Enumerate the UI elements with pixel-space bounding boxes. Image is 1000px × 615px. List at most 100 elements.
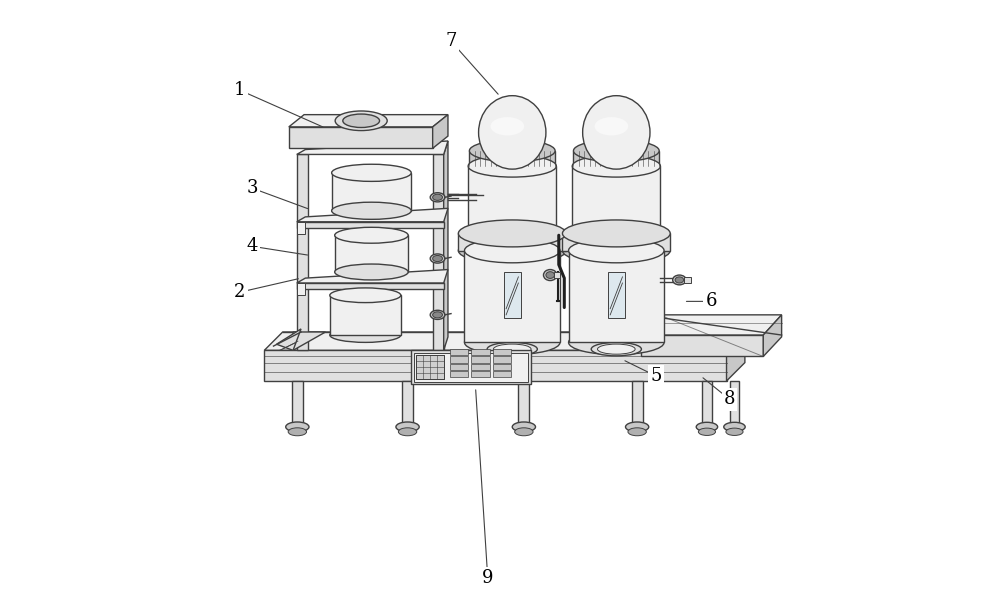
Polygon shape [458, 234, 566, 250]
Ellipse shape [332, 164, 411, 181]
Text: 1: 1 [234, 81, 246, 99]
Ellipse shape [433, 194, 442, 200]
Polygon shape [569, 250, 664, 343]
Ellipse shape [626, 422, 649, 432]
Text: 9: 9 [482, 569, 494, 587]
Ellipse shape [628, 428, 646, 436]
FancyBboxPatch shape [450, 357, 468, 363]
FancyBboxPatch shape [493, 371, 511, 377]
Polygon shape [641, 315, 782, 335]
Polygon shape [702, 381, 712, 424]
Ellipse shape [469, 155, 555, 177]
Ellipse shape [569, 239, 664, 263]
Polygon shape [264, 351, 727, 381]
FancyBboxPatch shape [450, 349, 468, 355]
Polygon shape [297, 208, 448, 222]
Ellipse shape [469, 140, 555, 162]
Ellipse shape [487, 343, 537, 356]
Ellipse shape [335, 111, 387, 130]
Polygon shape [632, 381, 643, 424]
FancyBboxPatch shape [471, 357, 490, 363]
Ellipse shape [398, 428, 417, 436]
Ellipse shape [724, 423, 745, 432]
Polygon shape [469, 151, 555, 166]
Ellipse shape [562, 237, 670, 264]
Polygon shape [297, 154, 308, 351]
FancyBboxPatch shape [684, 277, 691, 283]
Ellipse shape [332, 202, 411, 220]
Polygon shape [335, 236, 408, 272]
Text: 2: 2 [234, 283, 245, 301]
Ellipse shape [430, 254, 445, 263]
Ellipse shape [597, 344, 635, 354]
Ellipse shape [493, 344, 531, 354]
Polygon shape [297, 141, 448, 154]
Ellipse shape [572, 223, 660, 244]
Ellipse shape [468, 155, 556, 177]
Ellipse shape [591, 343, 641, 356]
Polygon shape [763, 315, 782, 357]
FancyBboxPatch shape [608, 272, 625, 318]
Ellipse shape [673, 275, 686, 285]
Ellipse shape [491, 117, 524, 135]
Ellipse shape [543, 269, 557, 280]
Ellipse shape [458, 220, 566, 247]
Polygon shape [641, 335, 763, 357]
Polygon shape [297, 269, 448, 283]
Polygon shape [433, 114, 448, 148]
Text: 8: 8 [724, 391, 735, 408]
Ellipse shape [430, 192, 445, 202]
Ellipse shape [675, 277, 684, 283]
FancyBboxPatch shape [471, 371, 490, 377]
Polygon shape [468, 166, 556, 234]
Polygon shape [293, 332, 326, 351]
Polygon shape [444, 141, 448, 351]
Ellipse shape [573, 140, 659, 162]
Text: 5: 5 [650, 367, 662, 385]
Polygon shape [402, 381, 413, 424]
Ellipse shape [696, 423, 718, 432]
Ellipse shape [330, 288, 401, 303]
FancyBboxPatch shape [297, 222, 305, 234]
Text: 7: 7 [445, 32, 457, 50]
Polygon shape [518, 381, 529, 424]
Ellipse shape [546, 272, 554, 279]
Ellipse shape [343, 114, 380, 127]
Ellipse shape [479, 96, 546, 169]
Text: 6: 6 [705, 292, 717, 311]
Ellipse shape [433, 255, 442, 261]
FancyBboxPatch shape [504, 272, 521, 318]
FancyBboxPatch shape [493, 364, 511, 370]
FancyBboxPatch shape [471, 364, 490, 370]
Polygon shape [433, 154, 444, 351]
Polygon shape [730, 381, 739, 424]
Polygon shape [264, 332, 745, 351]
Ellipse shape [595, 117, 628, 135]
Polygon shape [727, 332, 745, 381]
Polygon shape [330, 295, 401, 335]
Ellipse shape [433, 312, 442, 318]
Ellipse shape [430, 310, 445, 319]
Polygon shape [464, 250, 560, 343]
FancyBboxPatch shape [416, 355, 444, 379]
Ellipse shape [468, 223, 556, 244]
Ellipse shape [573, 155, 659, 177]
FancyBboxPatch shape [411, 351, 531, 384]
Ellipse shape [286, 422, 309, 432]
Polygon shape [562, 234, 670, 250]
Ellipse shape [464, 239, 560, 263]
FancyBboxPatch shape [414, 353, 528, 381]
Polygon shape [292, 381, 303, 424]
Ellipse shape [698, 428, 716, 435]
Ellipse shape [464, 330, 560, 355]
FancyBboxPatch shape [493, 349, 511, 355]
Ellipse shape [396, 422, 419, 432]
Ellipse shape [569, 330, 664, 355]
Ellipse shape [562, 220, 670, 247]
Polygon shape [277, 329, 301, 351]
Ellipse shape [330, 328, 401, 343]
FancyBboxPatch shape [450, 364, 468, 370]
FancyBboxPatch shape [297, 283, 305, 295]
FancyBboxPatch shape [471, 349, 490, 355]
FancyBboxPatch shape [450, 371, 468, 377]
